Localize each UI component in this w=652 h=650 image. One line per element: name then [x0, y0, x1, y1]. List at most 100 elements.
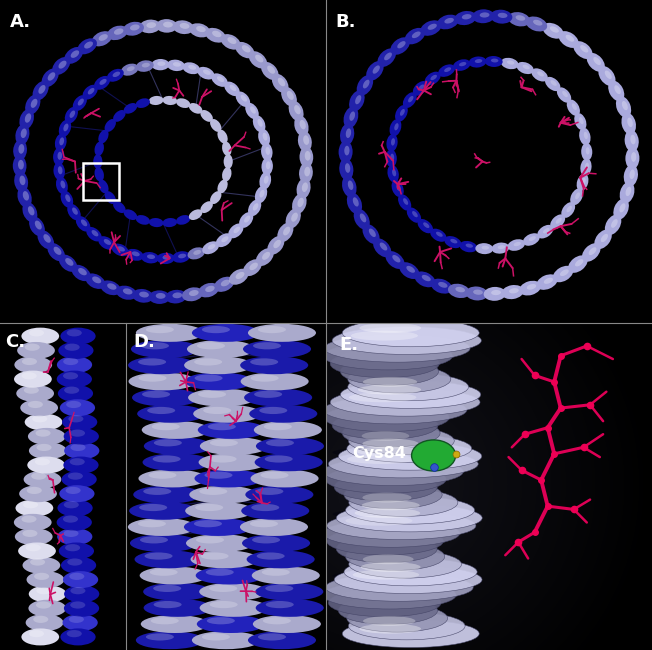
Ellipse shape [98, 179, 109, 194]
Ellipse shape [600, 234, 608, 242]
Ellipse shape [61, 557, 96, 574]
Text: D.: D. [134, 333, 156, 351]
Ellipse shape [391, 37, 410, 55]
Ellipse shape [520, 281, 541, 296]
Ellipse shape [250, 469, 319, 488]
Ellipse shape [266, 161, 271, 170]
Ellipse shape [507, 60, 514, 64]
Ellipse shape [36, 601, 51, 608]
Ellipse shape [62, 413, 97, 430]
Ellipse shape [267, 236, 284, 255]
Ellipse shape [243, 259, 261, 276]
Ellipse shape [128, 356, 196, 374]
Ellipse shape [156, 253, 175, 264]
Ellipse shape [398, 194, 411, 211]
Ellipse shape [14, 356, 52, 373]
Ellipse shape [210, 439, 238, 447]
Ellipse shape [579, 127, 591, 145]
Ellipse shape [58, 385, 93, 402]
Ellipse shape [299, 162, 313, 183]
Ellipse shape [509, 288, 519, 293]
Ellipse shape [92, 276, 101, 283]
Ellipse shape [86, 227, 102, 241]
Ellipse shape [48, 72, 55, 81]
Ellipse shape [83, 84, 98, 99]
Ellipse shape [611, 219, 617, 228]
Ellipse shape [19, 485, 57, 502]
Ellipse shape [497, 245, 505, 249]
Ellipse shape [15, 528, 53, 545]
Ellipse shape [459, 62, 466, 66]
Ellipse shape [473, 289, 483, 295]
Ellipse shape [61, 190, 73, 207]
Ellipse shape [325, 465, 446, 493]
Ellipse shape [363, 439, 419, 448]
Ellipse shape [63, 372, 78, 380]
Ellipse shape [258, 129, 270, 146]
Ellipse shape [63, 571, 98, 588]
Ellipse shape [154, 439, 182, 447]
Ellipse shape [64, 442, 99, 459]
Ellipse shape [228, 37, 237, 44]
Ellipse shape [58, 342, 93, 359]
Ellipse shape [130, 25, 140, 31]
Ellipse shape [98, 34, 108, 41]
Ellipse shape [283, 227, 290, 235]
Ellipse shape [562, 91, 568, 97]
Ellipse shape [333, 346, 463, 358]
Ellipse shape [482, 246, 489, 250]
Ellipse shape [357, 75, 373, 96]
Ellipse shape [278, 78, 285, 86]
Ellipse shape [124, 209, 137, 220]
Ellipse shape [35, 430, 51, 437]
Ellipse shape [14, 370, 52, 387]
Ellipse shape [358, 385, 421, 395]
Ellipse shape [389, 119, 402, 136]
Ellipse shape [336, 504, 482, 532]
Ellipse shape [339, 159, 353, 180]
Ellipse shape [151, 59, 170, 70]
Ellipse shape [253, 203, 258, 211]
Ellipse shape [188, 65, 196, 70]
Ellipse shape [302, 183, 308, 192]
Ellipse shape [259, 407, 288, 414]
Ellipse shape [363, 616, 415, 626]
Ellipse shape [64, 600, 99, 617]
Ellipse shape [29, 330, 44, 337]
Ellipse shape [255, 186, 267, 203]
Ellipse shape [205, 471, 233, 479]
Ellipse shape [203, 70, 211, 75]
Ellipse shape [61, 629, 96, 645]
Ellipse shape [614, 85, 621, 94]
Ellipse shape [29, 600, 66, 617]
Ellipse shape [378, 49, 396, 67]
Ellipse shape [567, 206, 572, 213]
Ellipse shape [484, 56, 503, 67]
Ellipse shape [58, 166, 63, 174]
Ellipse shape [25, 344, 40, 351]
Ellipse shape [23, 191, 29, 201]
Ellipse shape [373, 239, 391, 257]
Ellipse shape [69, 573, 84, 580]
Ellipse shape [205, 28, 226, 43]
Ellipse shape [25, 544, 41, 551]
Ellipse shape [111, 244, 128, 256]
Ellipse shape [466, 287, 488, 300]
Ellipse shape [217, 179, 228, 194]
Ellipse shape [491, 290, 501, 295]
Ellipse shape [580, 159, 591, 176]
Ellipse shape [575, 259, 584, 266]
Ellipse shape [533, 20, 542, 25]
Ellipse shape [258, 326, 286, 333]
Ellipse shape [342, 176, 357, 198]
Ellipse shape [202, 326, 230, 333]
Ellipse shape [353, 570, 419, 580]
Ellipse shape [59, 120, 71, 137]
Ellipse shape [369, 229, 376, 237]
Ellipse shape [208, 423, 236, 430]
Ellipse shape [21, 129, 27, 138]
Ellipse shape [265, 456, 293, 463]
Ellipse shape [585, 147, 589, 155]
Ellipse shape [98, 236, 115, 250]
Ellipse shape [44, 234, 51, 242]
